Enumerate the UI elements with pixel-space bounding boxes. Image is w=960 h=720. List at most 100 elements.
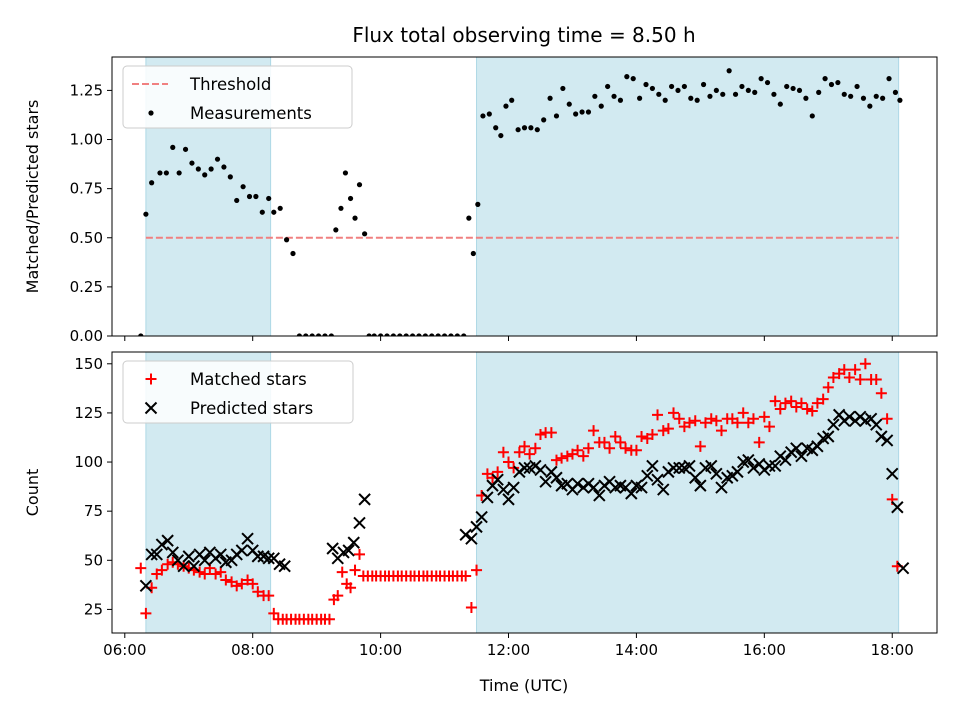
- data-point: [266, 195, 272, 202]
- data-point: [328, 333, 334, 336]
- data-point: [694, 479, 707, 492]
- data-point: [870, 374, 882, 386]
- data-point: [322, 333, 328, 336]
- data-point: [636, 430, 648, 442]
- data-point: [354, 548, 365, 560]
- data-point: [859, 358, 871, 370]
- data-point: [556, 452, 568, 464]
- data-point: [739, 83, 745, 90]
- data-point: [518, 461, 531, 475]
- data-point: [550, 454, 562, 466]
- data-point: [758, 76, 764, 82]
- data-point: [497, 446, 509, 458]
- data-point: [199, 568, 211, 580]
- data-point: [577, 450, 589, 462]
- legend-label: Predicted stars: [190, 399, 313, 418]
- data-point: [843, 372, 855, 384]
- data-point: [705, 459, 718, 473]
- data-point: [262, 552, 275, 565]
- data-point: [731, 465, 744, 479]
- data-point: [315, 333, 322, 336]
- data-point: [617, 97, 624, 103]
- legend-marker: [144, 401, 158, 415]
- data-point: [769, 395, 781, 407]
- data-point: [161, 534, 174, 547]
- data-point: [635, 481, 648, 494]
- data-point: [571, 477, 584, 490]
- data-point: [347, 195, 354, 202]
- data-point: [461, 333, 467, 336]
- data-point: [470, 250, 476, 257]
- data-point: [435, 333, 441, 336]
- data-point: [592, 93, 598, 99]
- data-point: [214, 156, 221, 162]
- data-point: [336, 566, 348, 578]
- data-point: [550, 471, 563, 484]
- data-point: [566, 101, 572, 107]
- data-point: [886, 76, 892, 82]
- data-point: [252, 586, 264, 598]
- data-point: [715, 481, 728, 494]
- y-tick-label: 0.00: [70, 327, 103, 345]
- data-point: [675, 87, 681, 94]
- data-point: [843, 410, 856, 424]
- data-point: [573, 111, 579, 117]
- data-point: [668, 83, 675, 90]
- data-point: [460, 570, 472, 582]
- data-point: [641, 469, 654, 483]
- data-point: [524, 448, 536, 460]
- data-point: [534, 463, 547, 477]
- data-point: [378, 333, 384, 336]
- data-point: [803, 95, 809, 101]
- x-tick-label: 18:00: [871, 641, 914, 659]
- data-point: [366, 333, 372, 336]
- data-point: [689, 415, 701, 427]
- data-point: [221, 164, 227, 170]
- data-point: [875, 387, 887, 399]
- data-point: [521, 125, 528, 131]
- data-point: [529, 442, 541, 454]
- data-point: [667, 461, 680, 475]
- data-point: [657, 483, 670, 496]
- data-point: [784, 83, 790, 90]
- data-point: [534, 429, 546, 441]
- data-point: [582, 442, 594, 454]
- data-point: [215, 566, 227, 578]
- data-point: [771, 91, 777, 97]
- data-point: [448, 333, 454, 336]
- data-point: [637, 95, 643, 101]
- legend-label: Measurements: [190, 104, 312, 123]
- data-point: [737, 407, 749, 419]
- data-point: [349, 564, 361, 576]
- data-point: [860, 95, 867, 101]
- data-point: [593, 489, 606, 502]
- axes-frame: [111, 351, 938, 634]
- data-point: [465, 532, 478, 545]
- y-tick-label: 0.75: [70, 180, 103, 198]
- data-point: [758, 411, 770, 423]
- data-point: [138, 333, 144, 336]
- legend-marker: [148, 110, 154, 116]
- data-point: [515, 127, 521, 133]
- data-point: [139, 579, 153, 593]
- data-point: [240, 184, 246, 190]
- data-point: [625, 487, 638, 500]
- data-point: [579, 109, 585, 115]
- data-point: [246, 193, 253, 200]
- data-point: [296, 333, 302, 336]
- data-point: [598, 103, 604, 109]
- data-point: [646, 429, 658, 441]
- data-point: [259, 209, 265, 215]
- data-point: [726, 68, 732, 74]
- data-point: [486, 111, 492, 117]
- data-point: [731, 417, 743, 429]
- data-point: [742, 453, 755, 467]
- data-point: [231, 580, 243, 592]
- data-point: [268, 607, 280, 619]
- data-point: [156, 564, 168, 576]
- data-point: [897, 97, 903, 103]
- data-point: [481, 491, 494, 504]
- data-point: [816, 89, 822, 95]
- data-point: [763, 459, 776, 473]
- data-point: [513, 446, 525, 458]
